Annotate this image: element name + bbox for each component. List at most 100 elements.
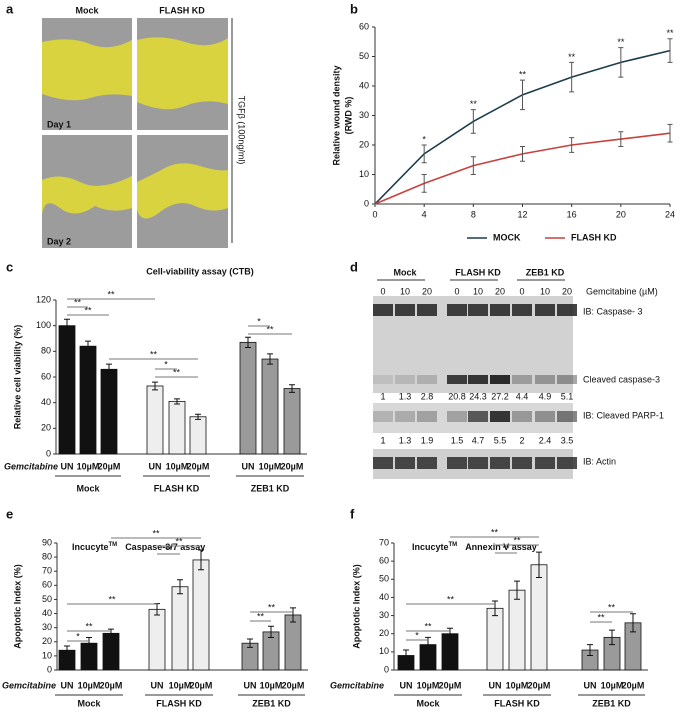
bar — [284, 614, 302, 671]
quant-value: 4.9 — [539, 391, 552, 401]
significance: * — [164, 359, 168, 369]
significance: ** — [266, 324, 274, 334]
bar — [192, 559, 210, 671]
band — [417, 304, 437, 316]
quant-value: 1 — [380, 391, 385, 401]
significance: ** — [597, 612, 605, 622]
band — [490, 375, 510, 384]
significance: ** — [173, 367, 181, 377]
x-tick-label: 20µM — [282, 680, 305, 690]
y-tick-label: 30 — [359, 110, 369, 120]
legend-label: MOCK — [493, 232, 521, 242]
group-label: Mock — [393, 267, 417, 277]
x-tick-label: UN — [61, 461, 74, 471]
error-bar — [421, 144, 427, 164]
significance: * — [76, 631, 80, 641]
significance: ** — [175, 536, 183, 546]
band — [373, 411, 393, 422]
bar — [530, 564, 548, 671]
x-tick-label: 10µM — [259, 461, 282, 471]
x-tick-label: 0 — [372, 209, 377, 219]
significance: ** — [74, 297, 82, 307]
y-tick-label: 60 — [359, 21, 369, 31]
band — [557, 457, 577, 469]
bar — [100, 368, 118, 455]
y-tick-label: 10 — [42, 650, 52, 660]
band — [512, 304, 532, 316]
y-tick-label: 60 — [379, 556, 389, 566]
blot-label: IB: Caspase- 3 — [583, 306, 643, 316]
significance: ** — [84, 305, 92, 315]
error-bar — [268, 625, 274, 639]
y-tick-label: 70 — [379, 537, 389, 547]
x-tick-label: UN — [149, 461, 162, 471]
x-tick-label: 4 — [422, 209, 427, 219]
significance: ** — [268, 602, 276, 612]
chart-title: IncucyteTM Annexin V assay — [412, 542, 537, 553]
significance: ** — [85, 621, 93, 631]
x-tick-label: 24 — [665, 209, 675, 219]
y-tick-label: 0 — [364, 198, 369, 208]
error-bar — [174, 398, 180, 405]
column-label: Mock — [75, 5, 99, 15]
significance: ** — [108, 594, 116, 604]
panel-letter: e — [6, 506, 13, 521]
x-tick-label: UN — [61, 680, 74, 690]
x-tick-label: UN — [244, 680, 257, 690]
error-bar — [152, 381, 158, 391]
y-axis-label: (RWD %) — [343, 97, 353, 135]
significance: ** — [150, 349, 158, 359]
x-tick-label: 8 — [471, 209, 476, 219]
y-tick-label: 80 — [42, 551, 52, 561]
bar — [283, 388, 301, 455]
treatment-label: TGFβ (100ng/ml) — [237, 96, 247, 165]
quant-value: 5.1 — [561, 391, 574, 401]
wound-images — [42, 18, 233, 248]
significance: ** — [608, 602, 616, 612]
quant-value: 1.9 — [421, 435, 434, 445]
error-bar — [267, 353, 273, 365]
y-tick-label: 40 — [42, 608, 52, 618]
x-tick-label: 10µM — [506, 680, 529, 690]
dose-label: 20 — [495, 286, 505, 296]
title-superscript: TM — [449, 542, 458, 548]
row-label: Gemcitabine — [330, 680, 384, 690]
y-tick-label: 90 — [42, 537, 52, 547]
band — [447, 375, 467, 384]
row-label: Gemcitabine — [2, 680, 56, 690]
group-label: Mock — [77, 698, 101, 708]
band — [557, 411, 577, 422]
blot-label: IB: Cleaved PARP-1 — [583, 410, 664, 420]
x-tick-label: 10µM — [260, 680, 283, 690]
band — [417, 375, 437, 384]
x-tick-label: 10µM — [417, 680, 440, 690]
quant-value: 27.2 — [491, 391, 509, 401]
dose-label: 20 — [562, 286, 572, 296]
row-label: Day 2 — [47, 236, 71, 246]
x-tick-label: UN — [242, 461, 255, 471]
error-bar — [492, 600, 498, 617]
y-tick-label: 0 — [384, 664, 389, 674]
group-label: ZEB1 KD — [526, 267, 565, 277]
y-tick-label: 80 — [41, 346, 51, 356]
group-label: FLASH KD — [455, 267, 501, 277]
band — [535, 411, 555, 422]
error-bar — [403, 649, 409, 662]
x-tick-label: 10µM — [166, 461, 189, 471]
error-bar — [520, 79, 525, 111]
significance: ** — [470, 99, 478, 109]
bar — [508, 589, 526, 671]
y-axis-label: Relative wound density — [331, 65, 341, 165]
group-label: ZEB1 KD — [252, 698, 291, 708]
panel-letter: f — [350, 506, 355, 521]
band — [535, 375, 555, 384]
band — [395, 375, 415, 384]
significance: ** — [502, 543, 510, 553]
row-label: Day 1 — [47, 119, 71, 129]
panel-letter: a — [6, 1, 14, 16]
panel-letter: b — [350, 1, 358, 16]
error-bar — [198, 549, 204, 571]
quant-value: 24.3 — [469, 391, 487, 401]
band — [468, 411, 488, 422]
